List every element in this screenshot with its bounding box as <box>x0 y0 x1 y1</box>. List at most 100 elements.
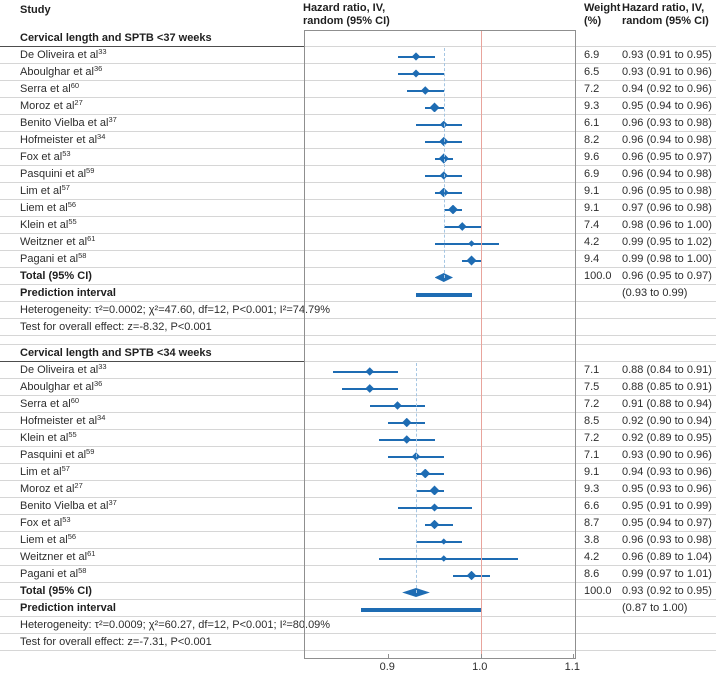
total-diamond <box>402 588 430 597</box>
study-row: Aboulghar et al36 6.5 0.93 (0.91 to 0.96) <box>0 64 716 81</box>
plot-column-header-line2: random (95% CI) <box>303 14 390 27</box>
study-label: Lim et al57 <box>20 464 70 478</box>
point-estimate-diamond <box>440 555 447 562</box>
hr-ci-value: 0.94 (0.93 to 0.96) <box>622 466 712 478</box>
study-label: Liem et al56 <box>20 532 77 546</box>
study-ref-superscript: 56 <box>67 200 77 209</box>
study-ref-superscript: 61 <box>87 234 96 243</box>
study-label: Weitzner et al61 <box>20 549 96 563</box>
hr-column-header-line1: Hazard ratio, IV, <box>622 2 705 14</box>
weight-value: 7.2 <box>584 398 600 410</box>
study-row: De Oliveira et al33 6.9 0.93 (0.91 to 0.95… <box>0 47 716 64</box>
section-spacer <box>0 336 716 345</box>
study-ref-superscript: 60 <box>70 81 80 90</box>
hr-ci-value: 0.93 (0.90 to 0.96) <box>622 449 712 461</box>
weight-value: 8.5 <box>584 415 600 427</box>
study-row: Klein et al55 7.2 0.92 (0.89 to 0.95) <box>0 430 716 447</box>
heterogeneity-note: Heterogeneity: τ²=0.0002; χ²=47.60, df=1… <box>20 304 331 316</box>
study-ref-superscript: 61 <box>87 549 96 558</box>
study-label: Pagani et al58 <box>20 251 87 265</box>
total-diamond <box>434 273 454 282</box>
weight-value: 7.5 <box>584 381 600 393</box>
study-ref-superscript: 36 <box>94 64 103 73</box>
study-row: Lim et al57 9.1 0.94 (0.93 to 0.96) <box>0 464 716 481</box>
study-label: Liem et al56 <box>20 200 77 214</box>
point-estimate-diamond <box>365 384 375 393</box>
hr-ci-value: 0.95 (0.94 to 0.96) <box>622 100 712 112</box>
study-ref-superscript: 37 <box>108 498 117 507</box>
section-header-rule <box>0 360 304 362</box>
weight-value: 9.3 <box>584 483 600 495</box>
weight-value: 9.6 <box>584 151 600 163</box>
study-ref-superscript: 33 <box>98 47 107 56</box>
study-row: Pagani et al58 8.6 0.99 (0.97 to 1.01) <box>0 566 716 583</box>
weight-value: 9.1 <box>584 185 600 197</box>
study-column-header-label: Study <box>20 4 51 16</box>
study-row: Pasquini et al59 7.1 0.93 (0.90 to 0.96) <box>0 447 716 464</box>
weight-value: 9.1 <box>584 466 600 478</box>
study-label: Moroz et al27 <box>20 98 83 112</box>
hr-ci-value: 0.94 (0.92 to 0.96) <box>622 83 712 95</box>
study-label: Pagani et al58 <box>20 566 87 580</box>
point-estimate-diamond <box>438 187 449 198</box>
note-row: Heterogeneity: τ²=0.0009; χ²=60.27, df=1… <box>0 617 716 634</box>
hr-ci-value: 0.99 (0.97 to 1.01) <box>622 568 712 580</box>
ci-line <box>332 370 398 373</box>
study-row: Klein et al55 7.4 0.98 (0.96 to 1.00) <box>0 217 716 234</box>
study-label: Weitzner et al61 <box>20 234 96 248</box>
study-ref-superscript: 37 <box>108 115 117 124</box>
weight-value: 9.3 <box>584 100 600 112</box>
study-row: Moroz et al27 9.3 0.95 (0.94 to 0.96) <box>0 98 716 115</box>
section-title: Cervical length and SPTB <34 weeks <box>20 347 212 359</box>
hr-ci-value: 0.93 (0.91 to 0.95) <box>622 49 712 61</box>
point-estimate-diamond <box>430 503 439 512</box>
study-ref-superscript: 55 <box>68 217 77 226</box>
study-ref-superscript: 36 <box>94 379 103 388</box>
axis-tick-label: 1.0 <box>472 661 488 673</box>
hr-ci-value: (0.93 to 0.99) <box>622 287 688 299</box>
weight-column-header: Weight (%) <box>584 2 620 27</box>
axis-tick <box>573 654 575 658</box>
pooled-estimate-dashed-line <box>416 363 418 593</box>
study-ref-superscript: 53 <box>62 149 71 158</box>
hr-ci-value: 0.96 (0.95 to 0.97) <box>622 270 712 282</box>
point-estimate-diamond <box>440 538 447 545</box>
plot-area <box>304 30 576 659</box>
axis-tick <box>480 654 482 658</box>
hr-ci-value: 0.96 (0.93 to 0.98) <box>622 534 712 546</box>
section-header-rule <box>0 45 304 47</box>
weight-value: 7.1 <box>584 364 600 376</box>
study-row: Serra et al60 7.2 0.91 (0.88 to 0.94) <box>0 396 716 413</box>
study-row: Benito Vielba et al37 6.6 0.95 (0.91 to 0.… <box>0 498 716 515</box>
study-label: Hofmeister et al34 <box>20 132 106 146</box>
hr-ci-value: 0.91 (0.88 to 0.94) <box>622 398 712 410</box>
axis-tick-label: 0.9 <box>379 661 395 673</box>
study-label: Lim et al57 <box>20 183 70 197</box>
weight-value: 9.1 <box>584 202 600 214</box>
hr-column-header: Hazard ratio, IV, random (95% CI) <box>622 2 709 27</box>
study-label: De Oliveira et al33 <box>20 362 107 376</box>
axis-tick-label: 1.1 <box>564 661 580 673</box>
ci-line <box>416 123 463 126</box>
study-label: Pasquini et al59 <box>20 166 95 180</box>
hr-ci-value: 0.88 (0.85 to 0.91) <box>622 381 712 393</box>
overall-effect-note: Test for overall effect: z=-7.31, P<0.00… <box>20 636 212 648</box>
hr-ci-value: 0.99 (0.95 to 1.02) <box>622 236 712 248</box>
weight-value: 8.7 <box>584 517 600 529</box>
point-estimate-diamond <box>402 417 412 428</box>
weight-value: 7.4 <box>584 219 600 231</box>
hr-ci-value: 0.92 (0.90 to 0.94) <box>622 415 712 427</box>
hr-ci-value: 0.96 (0.95 to 0.97) <box>622 151 712 163</box>
prediction-interval-bar <box>416 292 472 297</box>
study-label: Benito Vielba et al37 <box>20 498 117 512</box>
study-label: Serra et al60 <box>20 396 80 410</box>
weight-value: 9.4 <box>584 253 600 265</box>
study-ref-superscript: 60 <box>70 396 80 405</box>
study-row: Fox et al53 8.7 0.95 (0.94 to 0.97) <box>0 515 716 532</box>
weight-value: 7.2 <box>584 83 600 95</box>
study-label: Aboulghar et al36 <box>20 64 103 78</box>
hr-ci-value: 0.96 (0.95 to 0.98) <box>622 185 712 197</box>
study-row: Serra et al60 7.2 0.94 (0.92 to 0.96) <box>0 81 716 98</box>
study-ref-superscript: 56 <box>67 532 77 541</box>
